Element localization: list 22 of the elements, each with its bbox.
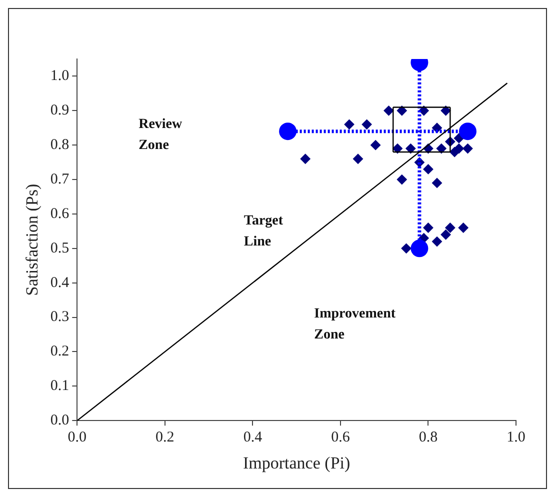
y-tick-label: 0.8 xyxy=(50,137,70,154)
y-tick-label: 0.7 xyxy=(50,171,70,188)
x-tick-label: 1.0 xyxy=(506,430,526,446)
annotation: Target Line xyxy=(244,214,284,250)
annotation: Improvement Zone xyxy=(314,306,396,343)
annotation: Review Zone xyxy=(138,117,184,154)
y-tick-label: 0.6 xyxy=(50,206,70,222)
x-tick-label: 0.8 xyxy=(418,430,438,446)
y-axis-title: Satisfaction (Ps) xyxy=(22,184,42,296)
y-tick-label: 0.5 xyxy=(50,240,70,256)
x-axis-title: Importance (Pi) xyxy=(242,453,350,472)
x-tick-label: 0.0 xyxy=(68,430,87,446)
x-tick-label: 0.2 xyxy=(156,430,174,446)
y-tick-label: 0.9 xyxy=(50,102,70,119)
y-tick-label: 0.0 xyxy=(50,412,70,429)
x-tick-label: 0.4 xyxy=(243,430,263,446)
y-tick-label: 0.3 xyxy=(50,309,70,326)
y-tick-label: 1.0 xyxy=(50,68,70,84)
y-tick-label: 0.1 xyxy=(50,378,70,394)
y-tick-label: 0.2 xyxy=(50,344,70,360)
y-tick-label: 0.4 xyxy=(50,274,70,291)
x-tick-label: 0.6 xyxy=(331,430,350,446)
